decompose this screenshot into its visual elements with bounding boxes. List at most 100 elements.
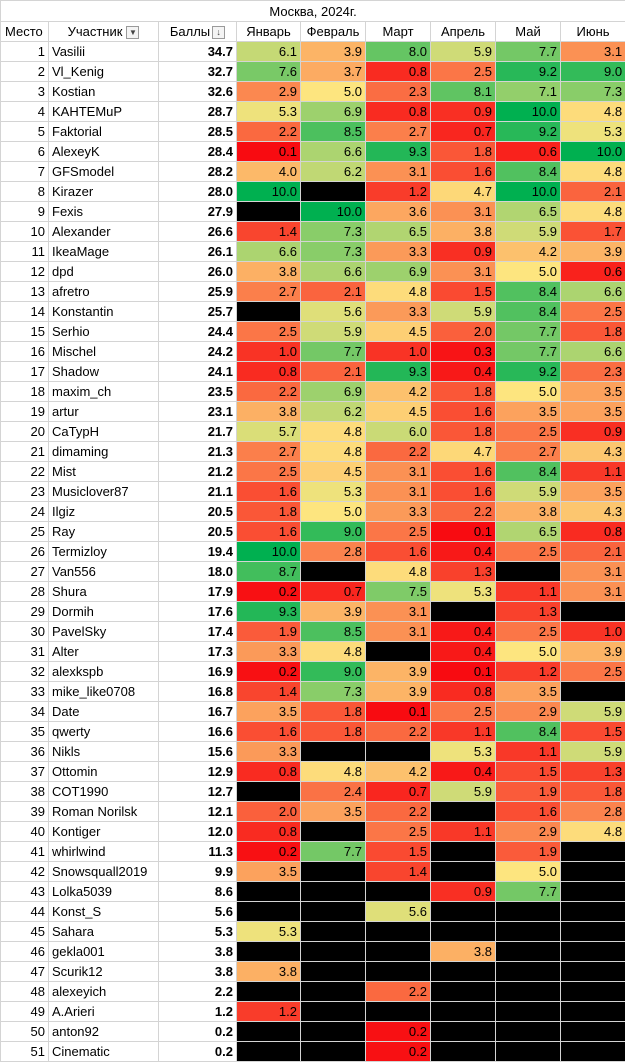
month-score-cell[interactable]: 5.7 (237, 422, 301, 442)
month-score-cell[interactable]: 0.7 (431, 122, 496, 142)
month-score-cell[interactable] (496, 562, 561, 582)
participant-cell[interactable]: Cinematic (49, 1042, 159, 1062)
month-score-cell[interactable]: 0.4 (431, 362, 496, 382)
month-score-cell[interactable]: 7.3 (301, 682, 366, 702)
month-score-cell[interactable] (301, 1042, 366, 1062)
month-score-cell[interactable]: 9.3 (366, 142, 431, 162)
month-score-cell[interactable]: 0.2 (237, 662, 301, 682)
month-score-cell[interactable]: 4.3 (561, 502, 625, 522)
month-score-cell[interactable]: 3.5 (561, 482, 625, 502)
place-cell[interactable]: 28 (1, 582, 49, 602)
month-score-cell[interactable]: 3.1 (431, 202, 496, 222)
month-score-cell[interactable] (561, 902, 625, 922)
month-score-cell[interactable] (366, 882, 431, 902)
month-score-cell[interactable]: 2.2 (431, 502, 496, 522)
score-cell[interactable]: 20.5 (159, 502, 237, 522)
place-cell[interactable]: 3 (1, 82, 49, 102)
month-score-cell[interactable]: 1.1 (431, 722, 496, 742)
month-score-cell[interactable] (301, 822, 366, 842)
place-cell[interactable]: 29 (1, 602, 49, 622)
month-score-cell[interactable]: 1.9 (496, 782, 561, 802)
month-score-cell[interactable]: 1.6 (237, 722, 301, 742)
month-score-cell[interactable]: 3.3 (366, 242, 431, 262)
month-score-cell[interactable]: 6.0 (366, 422, 431, 442)
month-score-cell[interactable]: 8.5 (301, 122, 366, 142)
month-score-cell[interactable] (237, 1042, 301, 1062)
month-score-cell[interactable]: 0.1 (366, 702, 431, 722)
month-score-cell[interactable] (496, 902, 561, 922)
month-score-cell[interactable] (496, 962, 561, 982)
month-score-cell[interactable]: 2.8 (561, 802, 625, 822)
month-score-cell[interactable]: 0.8 (561, 522, 625, 542)
score-cell[interactable]: 15.6 (159, 742, 237, 762)
month-score-cell[interactable]: 1.9 (496, 842, 561, 862)
place-cell[interactable]: 20 (1, 422, 49, 442)
month-score-cell[interactable]: 2.7 (366, 122, 431, 142)
participant-cell[interactable]: Kostian (49, 82, 159, 102)
month-score-cell[interactable]: 3.9 (301, 602, 366, 622)
month-score-cell[interactable]: 1.2 (496, 662, 561, 682)
month-score-cell[interactable]: 2.5 (561, 302, 625, 322)
place-cell[interactable]: 30 (1, 622, 49, 642)
month-score-cell[interactable]: 1.8 (561, 782, 625, 802)
participant-cell[interactable]: Shura (49, 582, 159, 602)
month-score-cell[interactable] (561, 982, 625, 1002)
place-cell[interactable]: 12 (1, 262, 49, 282)
month-score-cell[interactable]: 2.5 (496, 622, 561, 642)
month-score-cell[interactable] (496, 942, 561, 962)
participant-cell[interactable]: PavelSky (49, 622, 159, 642)
place-cell[interactable]: 15 (1, 322, 49, 342)
month-score-cell[interactable]: 1.4 (366, 862, 431, 882)
month-score-cell[interactable]: 5.0 (496, 382, 561, 402)
participant-cell[interactable]: maxim_ch (49, 382, 159, 402)
month-score-cell[interactable]: 6.9 (301, 102, 366, 122)
place-cell[interactable]: 8 (1, 182, 49, 202)
score-cell[interactable]: 32.7 (159, 62, 237, 82)
place-cell[interactable]: 4 (1, 102, 49, 122)
month-score-cell[interactable] (431, 802, 496, 822)
month-score-cell[interactable]: 2.1 (301, 282, 366, 302)
month-score-cell[interactable]: 4.8 (561, 202, 625, 222)
score-cell[interactable]: 12.9 (159, 762, 237, 782)
place-cell[interactable]: 16 (1, 342, 49, 362)
score-cell[interactable]: 25.9 (159, 282, 237, 302)
score-cell[interactable]: 8.6 (159, 882, 237, 902)
score-cell[interactable]: 21.7 (159, 422, 237, 442)
month-score-cell[interactable] (237, 942, 301, 962)
month-score-cell[interactable]: 2.5 (237, 462, 301, 482)
month-score-cell[interactable]: 3.1 (561, 42, 625, 62)
month-score-cell[interactable]: 2.0 (431, 322, 496, 342)
participant-cell[interactable]: Mischel (49, 342, 159, 362)
month-score-cell[interactable]: 1.9 (237, 622, 301, 642)
month-score-cell[interactable] (237, 782, 301, 802)
month-score-cell[interactable] (301, 742, 366, 762)
month-score-cell[interactable]: 0.8 (237, 762, 301, 782)
month-score-cell[interactable] (366, 1002, 431, 1022)
participant-cell[interactable]: Date (49, 702, 159, 722)
month-score-cell[interactable] (496, 1042, 561, 1062)
participant-cell[interactable]: Scurik12 (49, 962, 159, 982)
month-score-cell[interactable]: 0.8 (237, 822, 301, 842)
month-score-cell[interactable]: 3.8 (431, 942, 496, 962)
month-score-cell[interactable]: 6.6 (561, 282, 625, 302)
participant-cell[interactable]: A.Arieri (49, 1002, 159, 1022)
month-score-cell[interactable]: 2.7 (496, 442, 561, 462)
score-cell[interactable]: 0.2 (159, 1022, 237, 1042)
score-cell[interactable]: 24.1 (159, 362, 237, 382)
month-score-cell[interactable]: 5.0 (301, 82, 366, 102)
month-score-cell[interactable] (366, 942, 431, 962)
month-score-cell[interactable]: 3.9 (366, 682, 431, 702)
month-score-cell[interactable]: 5.3 (561, 122, 625, 142)
month-score-cell[interactable]: 0.2 (366, 1042, 431, 1062)
place-cell[interactable]: 36 (1, 742, 49, 762)
month-score-cell[interactable]: 2.9 (496, 822, 561, 842)
place-cell[interactable]: 41 (1, 842, 49, 862)
month-score-cell[interactable]: 3.9 (561, 242, 625, 262)
month-score-cell[interactable]: 2.8 (301, 542, 366, 562)
participant-cell[interactable]: IkeaMage (49, 242, 159, 262)
participant-cell[interactable]: Shadow (49, 362, 159, 382)
month-score-cell[interactable]: 5.0 (301, 502, 366, 522)
place-cell[interactable]: 5 (1, 122, 49, 142)
score-cell[interactable]: 28.7 (159, 102, 237, 122)
month-score-cell[interactable] (496, 1022, 561, 1042)
